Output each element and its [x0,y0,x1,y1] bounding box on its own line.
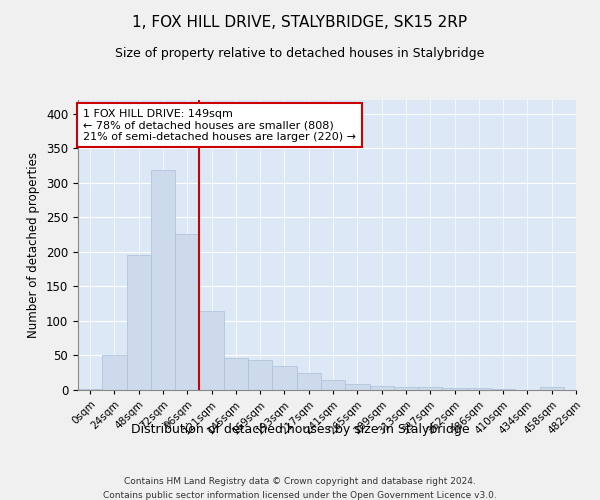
Text: Distribution of detached houses by size in Stalybridge: Distribution of detached houses by size … [131,422,469,436]
Bar [224,358,248,390]
Bar [127,254,151,390]
Bar [151,170,175,390]
Text: Size of property relative to detached houses in Stalybridge: Size of property relative to detached ho… [115,48,485,60]
Text: 1, FOX HILL DRIVE, STALYBRIDGE, SK15 2RP: 1, FOX HILL DRIVE, STALYBRIDGE, SK15 2RP [133,15,467,30]
Bar [102,355,127,390]
Bar [321,380,345,390]
Text: Contains public sector information licensed under the Open Government Licence v3: Contains public sector information licen… [103,491,497,500]
Bar [539,387,564,390]
Bar [394,386,418,390]
Bar [370,386,394,390]
Text: Contains HM Land Registry data © Crown copyright and database right 2024.: Contains HM Land Registry data © Crown c… [124,478,476,486]
Bar [467,388,491,390]
Bar [272,366,296,390]
Bar [248,360,272,390]
Bar [442,388,467,390]
Bar [175,234,199,390]
Bar [199,312,224,390]
Text: 1 FOX HILL DRIVE: 149sqm
← 78% of detached houses are smaller (808)
21% of semi-: 1 FOX HILL DRIVE: 149sqm ← 78% of detach… [83,108,356,142]
Y-axis label: Number of detached properties: Number of detached properties [28,152,40,338]
Bar [78,388,102,390]
Bar [345,384,370,390]
Bar [418,387,442,390]
Bar [296,374,321,390]
